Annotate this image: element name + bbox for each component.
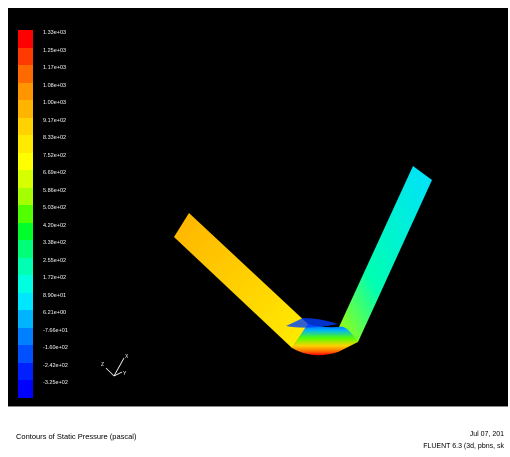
colorbar-row: 5.03e+02 [18, 205, 88, 223]
colorbar-label: 8.33e+02 [43, 135, 67, 141]
color-swatch [18, 222, 33, 240]
colorbar-row: -7.66e+01 [18, 327, 88, 345]
colorbar-row: 2.55e+02 [18, 257, 88, 275]
colorbar-label: 1.33e+03 [43, 30, 67, 36]
pipe-left-leg [174, 213, 308, 348]
colorbar-row: 8.33e+02 [18, 135, 88, 153]
colorbar-label: 7.52e+02 [43, 152, 67, 159]
color-swatch [18, 292, 33, 310]
color-swatch [18, 135, 33, 153]
color-swatch [18, 240, 33, 258]
colorbar-row: 1.25e+03 [18, 47, 88, 65]
color-swatch [18, 30, 33, 48]
axis-label: Y [123, 371, 127, 377]
colorbar-row: 6.21e+00 [18, 310, 88, 328]
color-swatch [18, 345, 33, 363]
colorbar-row: 9.17e+02 [18, 117, 88, 135]
color-swatch [18, 205, 33, 223]
axis-label: Z [101, 362, 104, 368]
colorbar-label: 6.69e+02 [43, 170, 67, 176]
colorbar-row: 1.17e+03 [18, 65, 88, 83]
colorbar-row: -1.60e+02 [18, 345, 88, 363]
color-swatch [18, 82, 33, 100]
color-swatch [18, 257, 33, 275]
colorbar-label: 5.86e+02 [43, 187, 67, 194]
color-swatch [18, 152, 33, 170]
colorbar-label: -2.42e+02 [43, 362, 68, 369]
axes-triad-icon: Z X Y [101, 354, 129, 377]
colorbar-row: 5.86e+02 [18, 187, 88, 205]
colorbar-row: -2.42e+02 [18, 362, 88, 380]
color-swatch [18, 187, 33, 205]
bend-inner-low-pressure [286, 318, 338, 328]
colorbar-label: 1.08e+03 [43, 82, 67, 89]
color-swatch [18, 310, 33, 328]
graphics-window: 1.33e+03 1.25e+03 1.17e+03 1.08e+03 1.00… [8, 8, 510, 457]
colorbar-label: 1.00e+03 [43, 100, 67, 106]
colorbar-label: 1.17e+03 [43, 65, 67, 71]
axes-triad: Z X Y [98, 348, 138, 388]
colorbar-row: 1.08e+03 [18, 82, 88, 100]
colorbar-label: 3.38e+02 [43, 240, 67, 246]
colorbar-label: 9.17e+02 [43, 117, 67, 124]
pipe-bend-contour [174, 166, 432, 356]
colorbar-label: 6.21e+00 [43, 310, 67, 316]
color-swatch [18, 327, 33, 345]
colorbar-label: -1.60e+02 [43, 345, 68, 351]
colorbar-row: 3.38e+02 [18, 240, 88, 258]
colorbar-label: -7.66e+01 [43, 327, 68, 334]
colorbar-row: 4.20e+02 [18, 222, 88, 240]
color-swatch [18, 65, 33, 83]
colorbar-label: 8.90e+01 [43, 292, 67, 299]
color-swatch [18, 47, 33, 65]
colorbar-row: -3.25e+02 [18, 380, 88, 398]
colorbar-row: 1.72e+02 [18, 275, 88, 293]
colorbar-row: 1.33e+03 [18, 30, 88, 48]
date-stamp: Jul 07, 201 [469, 431, 504, 438]
contour-caption: Contours of Static Pressure (pascal) [16, 432, 137, 441]
status-bar: Contours of Static Pressure (pascal) Jul… [8, 406, 508, 457]
color-swatch [18, 275, 33, 293]
solver-version: FLUENT 6.3 (3d, pbns, sk [423, 443, 504, 450]
color-swatch [18, 362, 33, 380]
color-swatch [18, 380, 33, 398]
colorbar-label: 1.25e+03 [43, 47, 67, 54]
pipe-bend [292, 324, 358, 356]
axis-label: X [125, 354, 129, 360]
color-swatch [18, 117, 33, 135]
colorbar-label: 5.03e+02 [43, 205, 67, 211]
colorbar-label: 2.55e+02 [43, 257, 67, 264]
color-swatch [18, 170, 33, 188]
colorbar-row: 1.00e+03 [18, 100, 88, 118]
colorbar-row: 7.52e+02 [18, 152, 88, 170]
colorbar-label: 1.72e+02 [43, 275, 67, 281]
colorbar-legend: 1.33e+03 1.25e+03 1.17e+03 1.08e+03 1.00… [18, 30, 88, 398]
pipe-right-leg [339, 166, 432, 342]
colorbar-row: 6.69e+02 [18, 170, 88, 188]
colorbar-label: -3.25e+02 [43, 380, 68, 386]
colorbar-row: 8.90e+01 [18, 292, 88, 310]
color-swatch [18, 100, 33, 118]
contour-viewport[interactable]: 1.33e+03 1.25e+03 1.17e+03 1.08e+03 1.00… [8, 8, 508, 406]
colorbar-label: 4.20e+02 [43, 222, 67, 229]
